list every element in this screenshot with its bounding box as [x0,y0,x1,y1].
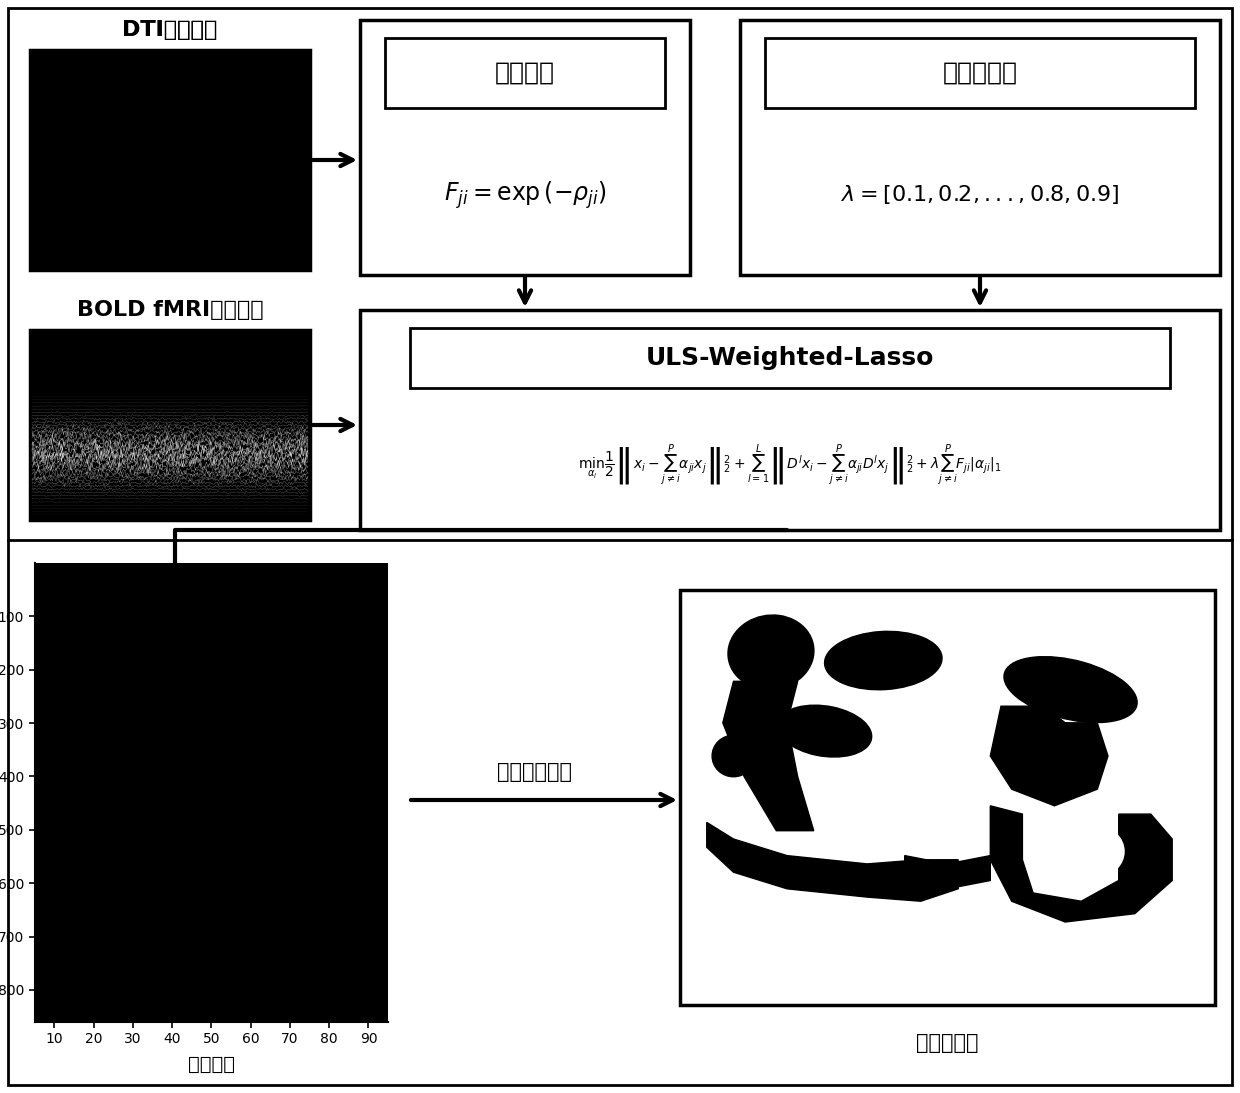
Ellipse shape [825,632,942,690]
Text: $\underset{\alpha_i}{\min}\dfrac{1}{2}\left\|x_i-\sum_{j\neq i}^P\alpha_{ji}x_j\: $\underset{\alpha_i}{\min}\dfrac{1}{2}\l… [578,442,1002,487]
Ellipse shape [728,615,813,690]
Text: 去除重复超边: 去除重复超边 [496,762,572,781]
Text: DTI连接矩阵: DTI连接矩阵 [123,20,218,40]
Text: ULS-Weighted-Lasso: ULS-Weighted-Lasso [646,346,934,371]
Text: 正则化参数: 正则化参数 [942,61,1018,85]
Bar [680,590,1215,1004]
Bar [360,20,689,275]
Text: BOLD fMRI时间序列: BOLD fMRI时间序列 [77,299,263,320]
Text: DTI连接矩阵: DTI连接矩阵 [123,20,218,40]
Bar [410,328,1171,388]
Bar [360,310,1220,530]
Ellipse shape [777,705,872,757]
Text: 权值矩阵: 权值矩阵 [495,61,556,85]
Text: $\lambda=[0.1,0.2,...,0.8,0.9]$: $\lambda=[0.1,0.2,...,0.8,0.9]$ [841,184,1120,207]
Text: $F_{ji}=\exp\left(-\rho_{ji}\right)$: $F_{ji}=\exp\left(-\rho_{ji}\right)$ [444,179,606,211]
Bar [30,50,310,270]
Polygon shape [707,822,959,902]
Polygon shape [905,856,991,889]
Bar [30,330,310,520]
Polygon shape [991,806,1172,922]
Polygon shape [991,706,1109,806]
X-axis label: 超边集合: 超边集合 [188,1055,234,1073]
Ellipse shape [1070,826,1123,877]
Polygon shape [723,681,813,831]
Ellipse shape [712,736,755,777]
Bar [384,38,665,108]
Text: 多模态超网: 多模态超网 [916,1033,978,1053]
Bar [740,20,1220,275]
Bar [765,38,1195,108]
Ellipse shape [1004,657,1137,722]
